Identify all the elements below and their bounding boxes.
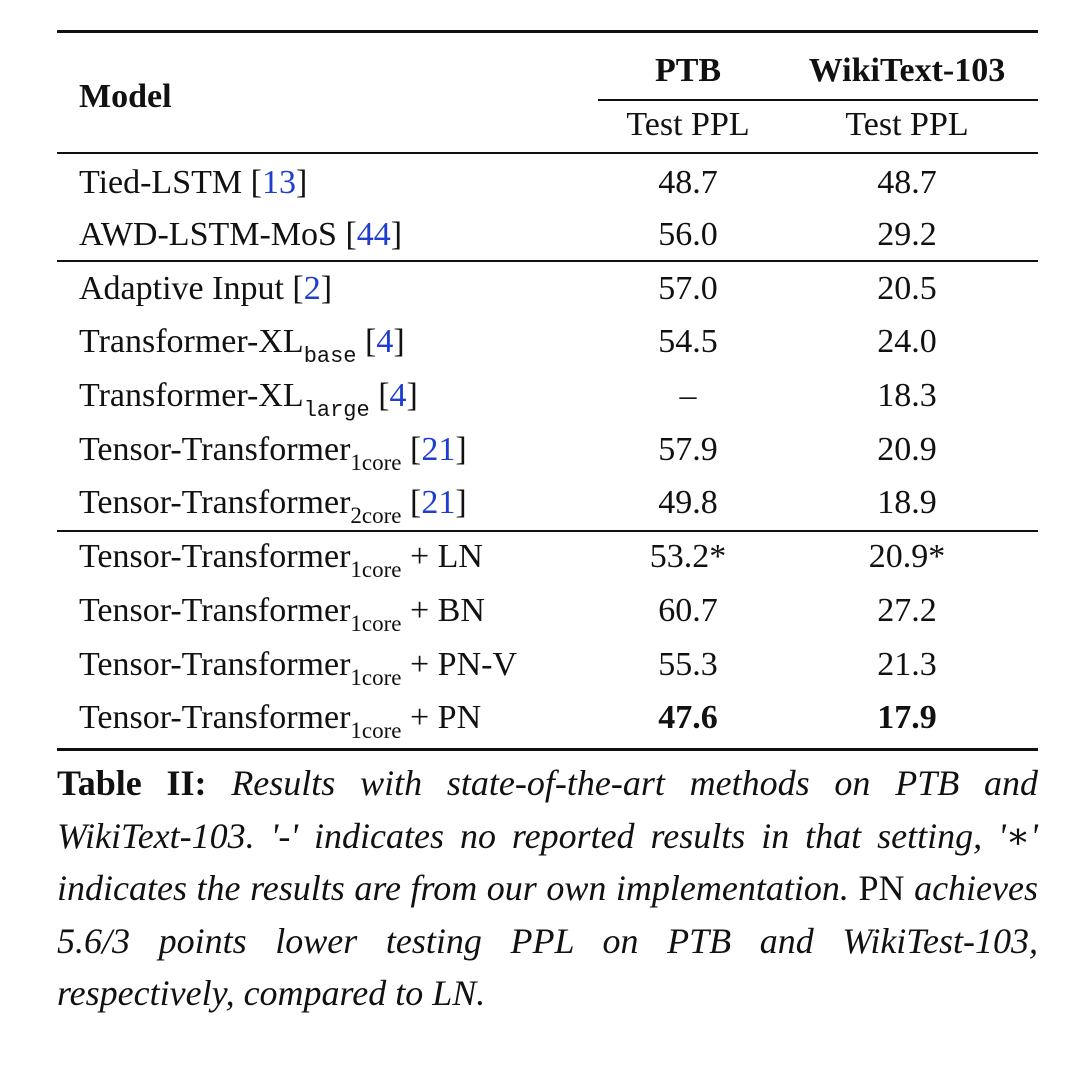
model-subscript: 2core bbox=[350, 503, 402, 528]
ptb-ppl-cell: – bbox=[679, 377, 697, 414]
ptb-ppl-cell: 54.5 bbox=[658, 323, 718, 360]
model-name: Adaptive Input bbox=[79, 270, 284, 307]
model-name-cell: Tensor-Transformer1core + PN-V bbox=[79, 645, 517, 690]
header-sub-rule bbox=[598, 99, 1038, 101]
table-row: Tensor-Transformer1core [21] 57.9 20.9 bbox=[0, 430, 1080, 475]
model-name: Tensor-Transformer bbox=[79, 431, 351, 468]
header-wikitext: WikiText-103 bbox=[808, 52, 1006, 89]
citation-link[interactable]: 21 bbox=[421, 484, 456, 521]
header-ptb-metric: Test PPL bbox=[626, 106, 750, 143]
header-wiki-metric: Test PPL bbox=[845, 106, 969, 143]
table-row: Tensor-Transformer1core + BN 60.7 27.2 bbox=[0, 591, 1080, 636]
table-row: AWD-LSTM-MoS [44] 56.0 29.2 bbox=[0, 215, 1080, 255]
model-subscript: 1core bbox=[350, 557, 402, 582]
table-row: Tensor-Transformer1core + PN-V 55.3 21.3 bbox=[0, 645, 1080, 690]
model-name-cell: Tensor-Transformer2core [21] bbox=[79, 484, 467, 528]
citation-link[interactable]: 13 bbox=[261, 164, 296, 201]
table-row: Adaptive Input [2] 57.0 20.5 bbox=[0, 269, 1080, 309]
table-row: Tensor-Transformer2core [21] 49.8 18.9 bbox=[0, 483, 1080, 528]
model-name-cell: Transformer-XLbase [4] bbox=[79, 323, 405, 369]
wikitext-ppl-cell: 27.2 bbox=[877, 592, 937, 629]
table-row: Transformer-XLbase [4] 54.5 24.0 bbox=[0, 322, 1080, 369]
model-name-cell: Tied-LSTM [13] bbox=[79, 164, 308, 201]
wikitext-ppl-cell: 21.3 bbox=[877, 646, 937, 683]
model-name-cell: Tensor-Transformer1core + PN bbox=[79, 698, 482, 743]
model-subscript: large bbox=[303, 398, 370, 423]
model-suffix: + PN-V bbox=[409, 646, 517, 683]
wikitext-ppl-cell: 20.5 bbox=[877, 270, 937, 307]
table-caption: Table II: Results with state-of-the-art … bbox=[57, 757, 1038, 1020]
model-name: Tensor-Transformer bbox=[79, 592, 351, 629]
model-name: Tied-LSTM bbox=[79, 164, 243, 201]
ptb-ppl-cell: 55.3 bbox=[658, 646, 718, 683]
ptb-ppl-cell: 57.0 bbox=[658, 270, 718, 307]
caption-star: ∗ bbox=[1005, 815, 1031, 856]
model-suffix: + PN bbox=[409, 699, 482, 736]
model-subscript: 1core bbox=[350, 665, 402, 690]
ptb-ppl-cell: 56.0 bbox=[658, 216, 718, 253]
ptb-ppl-cell: 57.9 bbox=[658, 431, 718, 468]
citation-link[interactable]: 4 bbox=[376, 323, 394, 360]
model-name-cell: Tensor-Transformer1core + BN bbox=[79, 591, 485, 636]
model-suffix: + LN bbox=[409, 538, 483, 575]
model-name: Tensor-Transformer bbox=[79, 699, 351, 736]
model-name-cell: Transformer-XLlarge [4] bbox=[79, 377, 418, 423]
table-row: Tensor-Transformer1core + PN 47.6 17.9 bbox=[0, 698, 1080, 743]
ptb-ppl-cell: 60.7 bbox=[658, 592, 718, 629]
citation-link[interactable]: 21 bbox=[421, 431, 456, 468]
group-rule-2 bbox=[57, 530, 1038, 532]
wikitext-ppl-cell: 20.9 bbox=[877, 431, 937, 468]
caption-text-2: achieves 5.6/3 points lower testing PPL … bbox=[57, 868, 1039, 1013]
wikitext-ppl-cell: 20.9* bbox=[868, 538, 946, 575]
table-row: Tied-LSTM [13] 48.7 48.7 bbox=[0, 163, 1080, 203]
model-suffix: + BN bbox=[409, 592, 485, 629]
model-name-cell: Adaptive Input [2] bbox=[79, 270, 333, 307]
citation-link[interactable]: 4 bbox=[389, 377, 407, 414]
model-name: Tensor-Transformer bbox=[79, 646, 351, 683]
table-row: Transformer-XLlarge [4] – 18.3 bbox=[0, 376, 1080, 423]
ptb-ppl-cell: 47.6 bbox=[658, 699, 718, 736]
header-bottom-rule bbox=[57, 152, 1038, 154]
wikitext-ppl-cell: 24.0 bbox=[877, 323, 937, 360]
model-name: Transformer-XL bbox=[79, 323, 304, 360]
wikitext-ppl-cell: 29.2 bbox=[877, 216, 937, 253]
table-bottom-rule bbox=[57, 748, 1038, 751]
model-name: AWD-LSTM-MoS bbox=[79, 216, 337, 253]
group-rule-1 bbox=[57, 260, 1038, 262]
citation-link[interactable]: 2 bbox=[303, 270, 321, 307]
citation-link[interactable]: 44 bbox=[356, 216, 391, 253]
ptb-ppl-cell: 48.7 bbox=[658, 164, 718, 201]
header-ptb: PTB bbox=[654, 52, 722, 89]
ptb-ppl-cell: 53.2* bbox=[649, 538, 727, 575]
model-subscript: base bbox=[303, 344, 357, 369]
model-name: Tensor-Transformer bbox=[79, 538, 351, 575]
wikitext-ppl-cell: 18.3 bbox=[877, 377, 937, 414]
ptb-ppl-cell: 49.8 bbox=[658, 484, 718, 521]
model-name-cell: Tensor-Transformer1core + LN bbox=[79, 537, 483, 582]
wikitext-ppl-cell: 17.9 bbox=[877, 699, 937, 736]
table-top-rule bbox=[57, 30, 1038, 33]
model-name: Tensor-Transformer bbox=[79, 484, 351, 521]
model-subscript: 1core bbox=[350, 611, 402, 636]
caption-text-1: Results with state-of-the-art methods on… bbox=[57, 763, 1039, 908]
model-name-cell: AWD-LSTM-MoS [44] bbox=[79, 216, 403, 253]
table-row: Tensor-Transformer1core + LN 53.2* 20.9* bbox=[0, 537, 1080, 582]
caption-label: Table II: bbox=[57, 763, 207, 803]
model-subscript: 1core bbox=[350, 450, 402, 475]
model-subscript: 1core bbox=[350, 718, 402, 743]
caption-pn: PN bbox=[858, 868, 905, 908]
wikitext-ppl-cell: 18.9 bbox=[877, 484, 937, 521]
header-model: Model bbox=[79, 78, 172, 115]
model-name: Transformer-XL bbox=[79, 377, 304, 414]
model-name-cell: Tensor-Transformer1core [21] bbox=[79, 431, 467, 475]
wikitext-ppl-cell: 48.7 bbox=[877, 164, 937, 201]
